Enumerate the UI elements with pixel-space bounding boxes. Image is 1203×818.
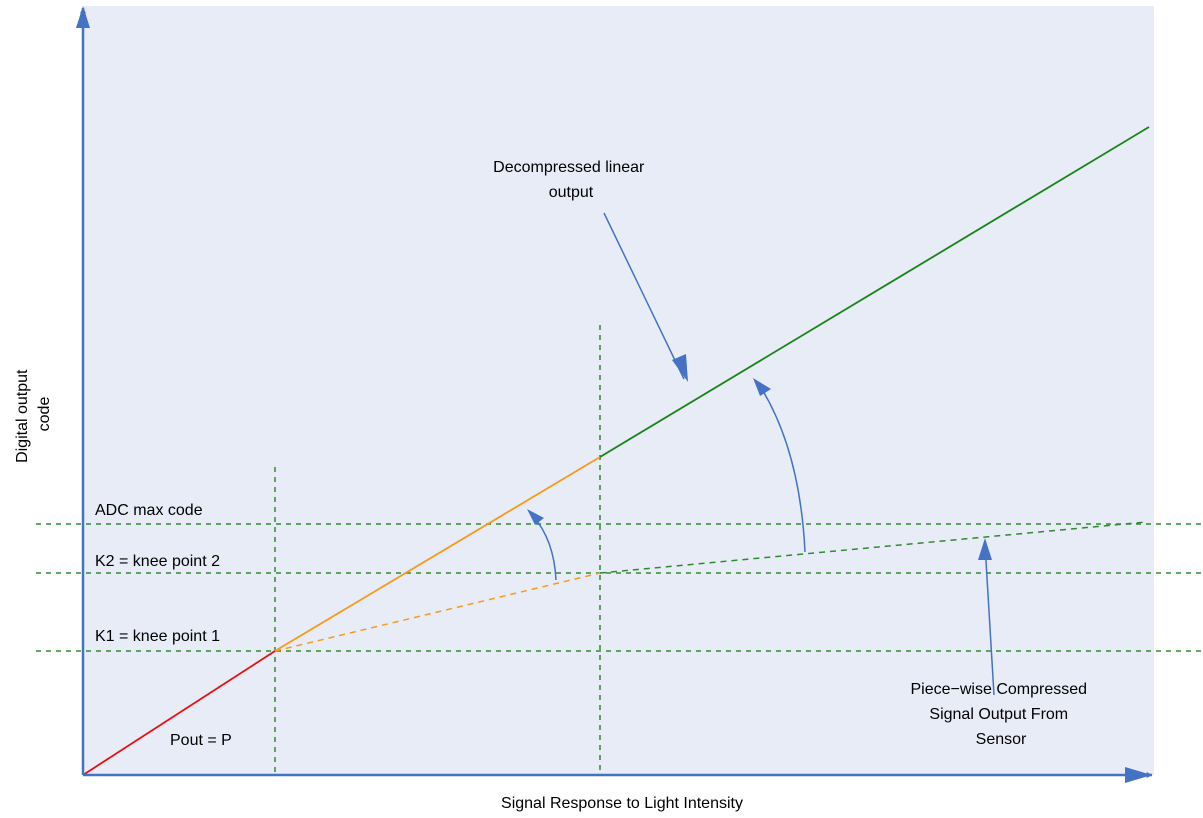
- k1-label: K1 = knee point 1: [95, 628, 220, 645]
- x-axis-arrowhead: [1125, 767, 1152, 783]
- linear-segment-1: [82, 650, 276, 776]
- y-axis-label-line-1: Digital output: [14, 369, 31, 463]
- y-axis-label-line-2: code: [36, 397, 53, 432]
- piecewise-callout-line-3: Sensor: [976, 731, 1027, 748]
- x-axis-label: Signal Response to Light Intensity: [501, 795, 743, 812]
- compressed-segment-3: [599, 521, 1147, 574]
- callout-arrow-piecewise: [984, 543, 995, 696]
- curved-arrowhead-segment-2: [527, 509, 544, 525]
- adc-max-label: ADC max code: [95, 502, 203, 519]
- linear-segment-2: [274, 456, 601, 652]
- linear-segment-3: [599, 126, 1150, 458]
- decompressed-callout-line-1: Decompressed linear: [493, 159, 645, 176]
- decompressed-callout-line-2: output: [549, 184, 594, 201]
- callout-arrowhead-piecewise: [978, 538, 992, 560]
- y-axis-arrowhead: [76, 6, 90, 28]
- piecewise-callout-line-2: Signal Output From: [929, 706, 1068, 723]
- decompressed-callout-label: Decompressed linear output: [493, 159, 649, 201]
- y-axis-label: Digital output code: [14, 365, 53, 463]
- pout-label: Pout = P: [170, 732, 232, 749]
- piecewise-callout-line-1: Piece−wise Compressed: [911, 681, 1088, 698]
- compressed-segment-2: [274, 572, 601, 652]
- k2-label: K2 = knee point 2: [95, 553, 220, 570]
- callout-arrow-decompressed: [603, 212, 685, 380]
- curved-arrow-segment-3: [759, 385, 806, 553]
- curved-arrowhead-segment-3: [753, 378, 771, 396]
- callout-arrowhead-decompressed: [672, 354, 688, 382]
- piecewise-callout-label: Piece−wise Compressed Signal Output From…: [911, 681, 1092, 748]
- plot-area: [83, 6, 1154, 775]
